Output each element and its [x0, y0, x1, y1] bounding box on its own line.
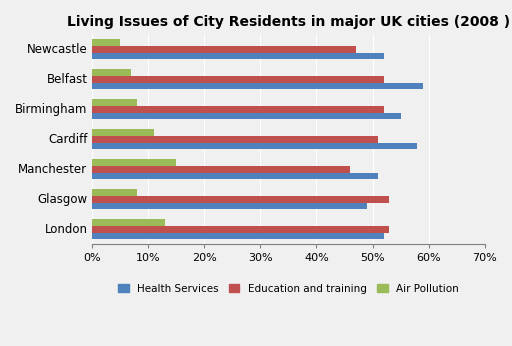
Bar: [92, 203, 367, 209]
Bar: [92, 189, 137, 196]
Bar: [92, 173, 378, 179]
Bar: [92, 99, 137, 106]
Bar: [92, 166, 350, 173]
Bar: [92, 46, 356, 53]
Title: Living Issues of City Residents in major UK cities (2008 ): Living Issues of City Residents in major…: [67, 15, 510, 29]
Bar: [92, 83, 423, 89]
Bar: [92, 129, 154, 136]
Bar: [92, 113, 400, 119]
Legend: Health Services, Education and training, Air Pollution: Health Services, Education and training,…: [114, 280, 463, 298]
Bar: [92, 233, 383, 239]
Bar: [92, 226, 389, 233]
Bar: [92, 70, 132, 76]
Bar: [92, 53, 383, 59]
Bar: [92, 106, 383, 113]
Bar: [92, 39, 120, 46]
Bar: [92, 76, 383, 83]
Bar: [92, 160, 176, 166]
Bar: [92, 143, 417, 149]
Bar: [92, 196, 389, 203]
Bar: [92, 219, 165, 226]
Bar: [92, 136, 378, 143]
